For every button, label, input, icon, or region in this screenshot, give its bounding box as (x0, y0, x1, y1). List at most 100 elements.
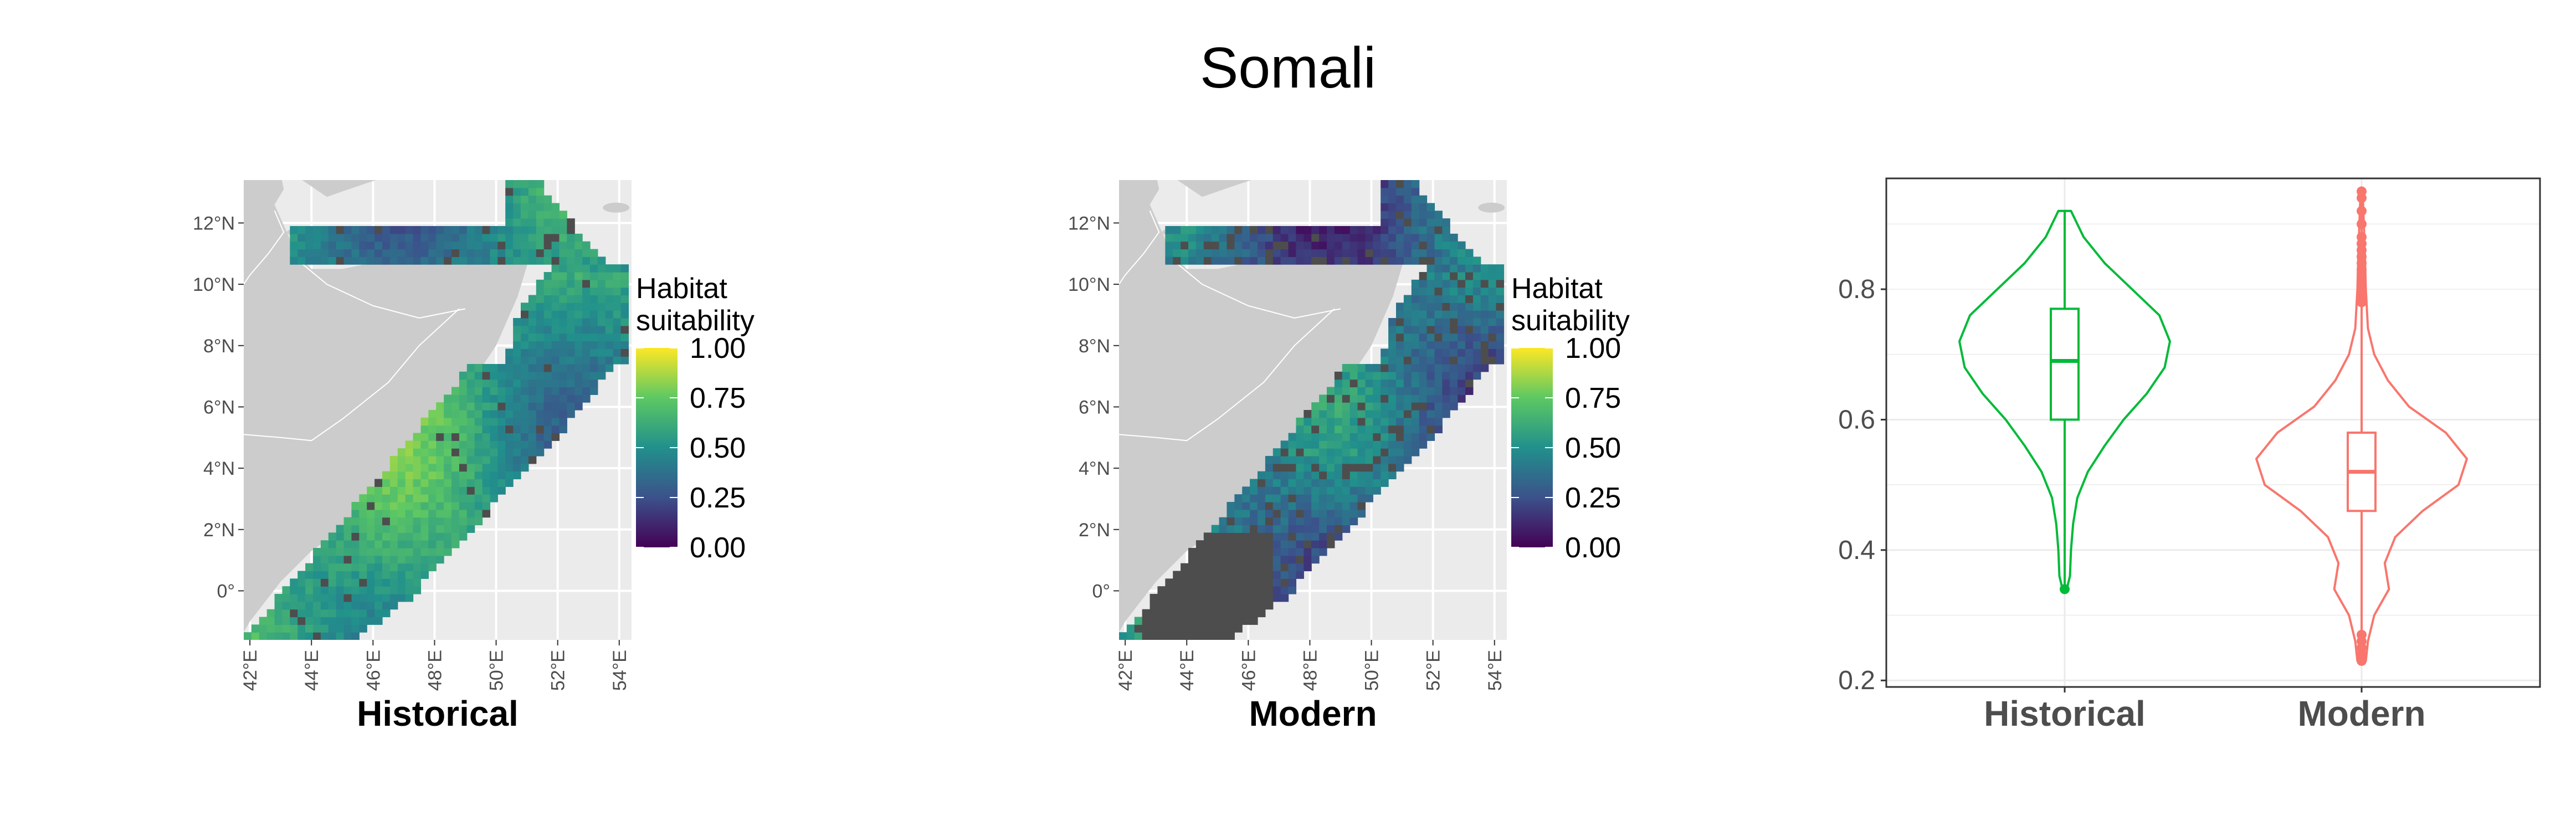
habitat-cell (1304, 525, 1312, 533)
habitat-cell (1195, 578, 1204, 587)
habitat-cell (1403, 348, 1412, 357)
habitat-cell (1373, 379, 1381, 388)
habitat-cell (343, 257, 352, 265)
lat-tick-label: 8°N (203, 336, 235, 357)
habitat-cell (597, 371, 606, 380)
habitat-cell (521, 333, 529, 342)
habitat-cell (1458, 279, 1466, 288)
habitat-cell (1357, 463, 1366, 472)
habitat-cell (597, 272, 606, 280)
habitat-cell (543, 249, 552, 257)
habitat-cell (1396, 325, 1404, 334)
habitat-cells (1119, 180, 1505, 640)
habitat-cell (567, 218, 575, 227)
habitat-cell (328, 257, 337, 265)
lon-tick-label: 54°E (1485, 650, 1506, 691)
habitat-cell (382, 601, 391, 610)
habitat-cell (590, 387, 598, 395)
habitat-cell (1450, 279, 1458, 288)
habitat-cell (513, 233, 521, 242)
habitat-cell (1311, 440, 1320, 449)
habitat-cell (1227, 257, 1235, 265)
habitat-cell (336, 555, 345, 564)
habitat-cell (1349, 456, 1358, 464)
habitat-cell (613, 310, 622, 319)
habitat-cell (1403, 410, 1412, 418)
habitat-cell (397, 563, 406, 572)
habitat-cell (528, 302, 537, 311)
habitat-cell (459, 410, 468, 418)
habitat-cell (1403, 203, 1412, 211)
box (2050, 307, 2080, 421)
habitat-cell (1242, 601, 1250, 610)
habitat-cell (1349, 440, 1358, 449)
habitat-cell (1342, 371, 1351, 380)
habitat-cell (459, 517, 468, 526)
habitat-cell (1411, 257, 1420, 265)
habitat-cell (1188, 563, 1197, 572)
habitat-cell (1396, 463, 1404, 472)
habitat-cell (536, 417, 545, 426)
habitat-cell (1173, 571, 1181, 579)
habitat-cell (513, 456, 521, 464)
habitat-cell (320, 241, 329, 250)
habitat-cell (313, 257, 321, 265)
habitat-cell (521, 356, 529, 365)
habitat-cell (1242, 509, 1250, 518)
habitat-cell (1165, 226, 1173, 234)
habitat-cell (1288, 448, 1297, 456)
habitat-cell (474, 502, 483, 510)
habitat-cell (559, 272, 567, 280)
habitat-cell (1258, 540, 1266, 548)
habitat-cell (1288, 249, 1297, 257)
habitat-cell (482, 502, 491, 510)
habitat-cell (389, 233, 398, 242)
habitat-cell (574, 364, 583, 372)
habitat-cell (590, 325, 598, 334)
habitat-cell (336, 548, 345, 556)
habitat-cell (497, 257, 506, 265)
violin-shape (1958, 209, 2171, 591)
habitat-cell (1157, 586, 1166, 594)
border-line (244, 210, 285, 285)
habitat-cell (551, 226, 560, 234)
habitat-cell (1342, 440, 1351, 449)
habitat-cell (559, 257, 567, 265)
habitat-cell (1388, 410, 1397, 418)
habitat-cell (536, 364, 545, 372)
habitat-cell (482, 509, 491, 518)
habitat-cell (428, 555, 437, 564)
habitat-cell (551, 410, 560, 418)
habitat-cell (528, 402, 537, 411)
habitat-cell (521, 180, 529, 188)
habitat-cell (282, 586, 290, 594)
lon-tick-label: 46°E (363, 650, 384, 691)
habitat-cell (1411, 348, 1420, 357)
habitat-cell (1403, 371, 1412, 380)
habitat-cell (1188, 226, 1197, 234)
habitat-cell (1227, 609, 1235, 618)
habitat-cell (451, 425, 460, 434)
habitat-cell (336, 571, 345, 579)
habitat-cell (413, 249, 422, 257)
habitat-cell (536, 448, 545, 456)
habitat-cell (505, 463, 514, 472)
habitat-cell (1496, 295, 1505, 303)
habitat-cell (1465, 302, 1474, 311)
habitat-cell (1411, 295, 1420, 303)
habitat-cell (1242, 486, 1250, 495)
habitat-cell (420, 486, 429, 495)
habitat-cell (505, 402, 514, 411)
habitat-cell (521, 425, 529, 434)
habitat-cell (359, 555, 367, 564)
habitat-cell (1250, 555, 1258, 564)
habitat-cell (1234, 624, 1243, 633)
habitat-cell (605, 264, 614, 273)
habitat-cell (1388, 226, 1397, 234)
habitat-cell (505, 456, 514, 464)
habitat-cell (474, 463, 483, 472)
habitat-cell (1211, 632, 1220, 640)
habitat-cell (536, 402, 545, 411)
habitat-cell (359, 540, 367, 548)
